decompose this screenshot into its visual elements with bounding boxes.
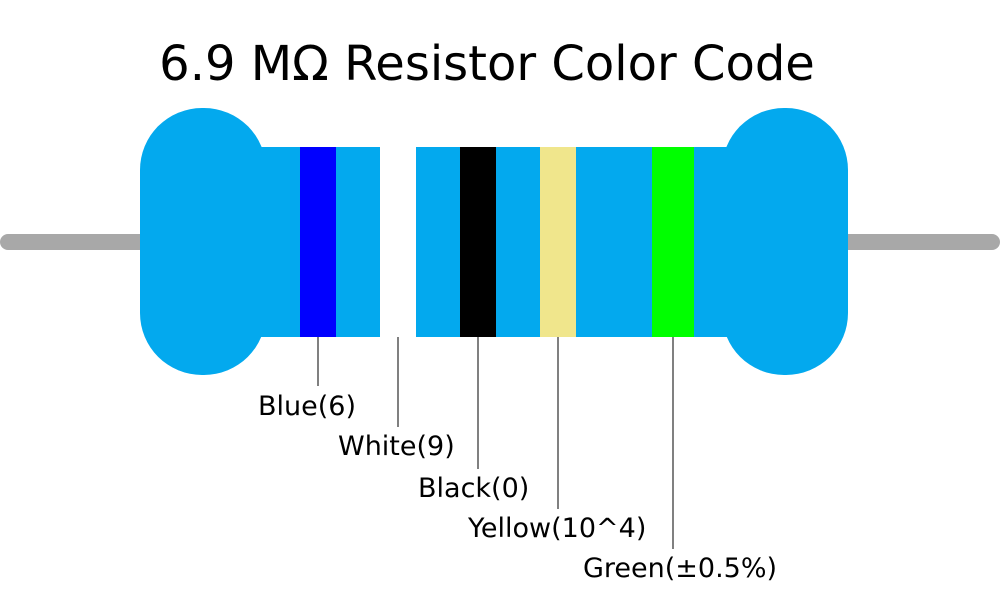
band-label: Blue(6) [258,391,356,422]
band-label: White(9) [338,431,455,462]
body-left-cap [140,108,266,375]
band [460,147,496,337]
band-label: Yellow(10^4) [467,513,646,544]
band-label: Black(0) [418,473,529,504]
band [652,147,694,337]
band [540,147,576,337]
body-right-cap [722,108,848,375]
band [300,147,336,337]
title: 6.9 MΩ Resistor Color Code [159,36,815,92]
band [380,147,416,337]
band-label: Green(±0.5%) [583,553,777,584]
